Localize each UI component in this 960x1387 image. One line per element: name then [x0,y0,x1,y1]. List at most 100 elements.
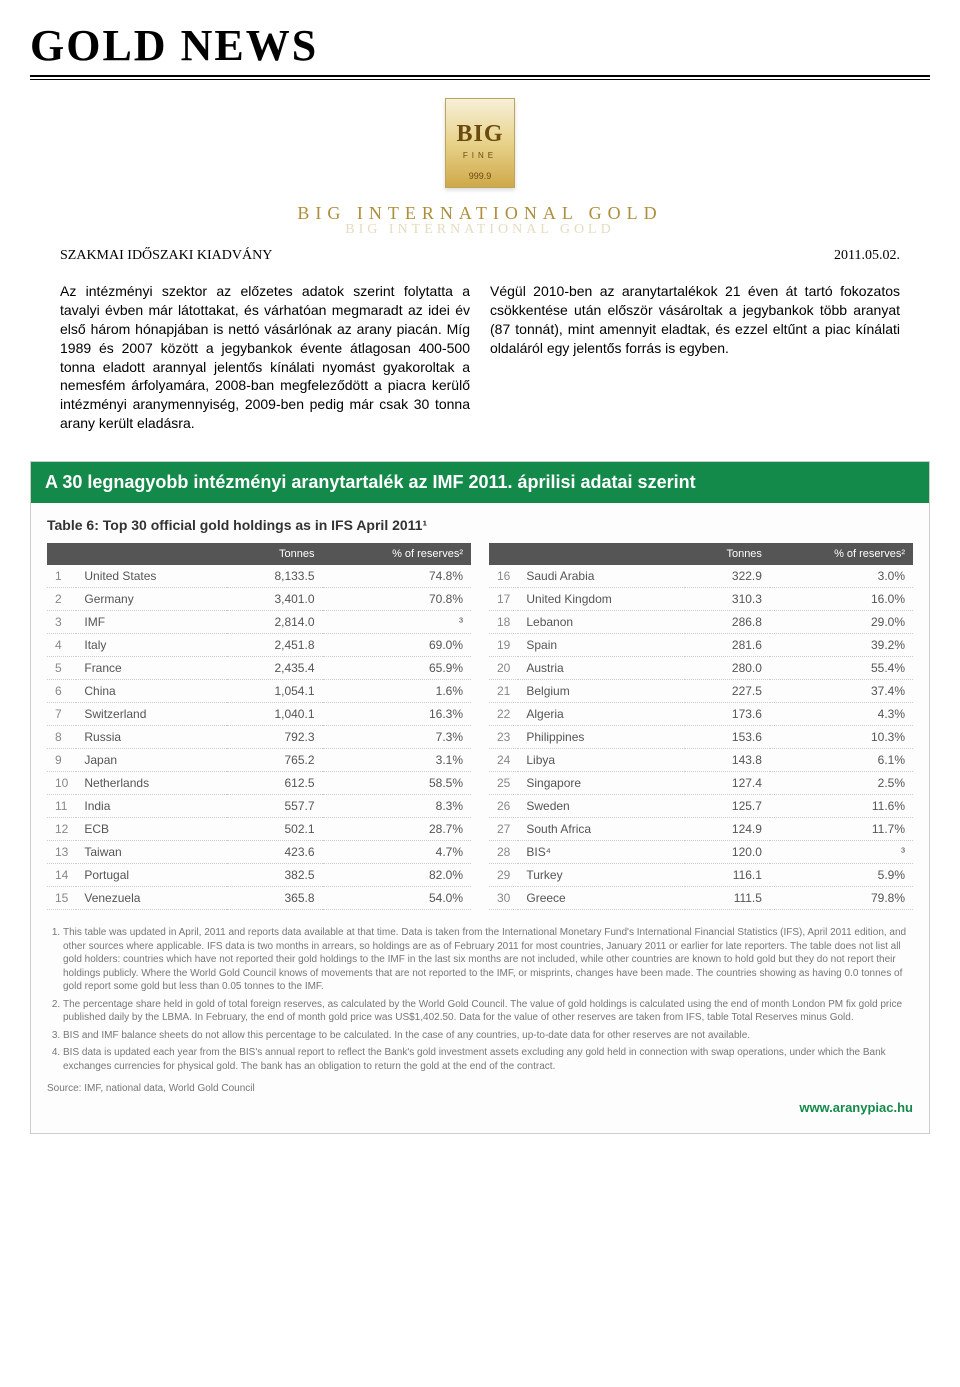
holdings-table-left: Tonnes% of reserves² 1United States8,133… [47,543,471,910]
masthead-rule-bottom [30,79,930,80]
table-cell: 70.8% [323,588,472,611]
table-cell: 423.6 [227,841,323,864]
table-cell: 4 [47,634,76,657]
table-cell: 16 [489,565,518,588]
table-cell: 21 [489,680,518,703]
article: Az intézményi szektor az előzetes adatok… [60,282,900,433]
table-cell: 365.8 [227,887,323,910]
source-line: Source: IMF, national data, World Gold C… [47,1083,913,1094]
table-header-cell: Tonnes [227,543,323,565]
table-cell: ECB [76,818,226,841]
table-cell: 153.6 [685,726,770,749]
table-row: 6China1,054.11.6% [47,680,471,703]
table-cell: 310.3 [685,588,770,611]
table-header-cell: % of reserves² [323,543,472,565]
table-cell: 5 [47,657,76,680]
edition-label: SZAKMAI IDŐSZAKI KIADVÁNY [60,248,272,264]
table-cell: 79.8% [770,887,913,910]
table-cell: Venezuela [76,887,226,910]
table-cell: 120.0 [685,841,770,864]
table-cell: 37.4% [770,680,913,703]
table-cell: 26 [489,795,518,818]
footnote-item: This table was updated in April, 2011 an… [63,926,913,994]
table-cell: France [76,657,226,680]
masthead: GOLD NEWS [30,20,930,71]
table-cell: Libya [518,749,685,772]
table-cell: 5.9% [770,864,913,887]
table-header-cell [518,543,685,565]
table-cell: 29 [489,864,518,887]
footnote-item: BIS and IMF balance sheets do not allow … [63,1029,913,1043]
table-cell: 13 [47,841,76,864]
table-cell: India [76,795,226,818]
table-row: 29Turkey116.15.9% [489,864,913,887]
table-cell: Italy [76,634,226,657]
table-cell: 281.6 [685,634,770,657]
table-row: 10Netherlands612.558.5% [47,772,471,795]
table-cell: 1,054.1 [227,680,323,703]
table-cell: 39.2% [770,634,913,657]
table-cell: 286.8 [685,611,770,634]
table-cell: Netherlands [76,772,226,795]
table-cell: 9 [47,749,76,772]
table-row: 11India557.78.3% [47,795,471,818]
table-cell: 4.3% [770,703,913,726]
table-cell: Austria [518,657,685,680]
table-cell: 280.0 [685,657,770,680]
table-cell: 25 [489,772,518,795]
table-cell: 27 [489,818,518,841]
table-row: 24Libya143.86.1% [489,749,913,772]
footnote-item: BIS data is updated each year from the B… [63,1046,913,1073]
company-name: BIG INTERNATIONAL GOLD [30,203,930,224]
table-cell: Sweden [518,795,685,818]
table-cell: 125.7 [685,795,770,818]
article-col-right: Végül 2010-ben az aranytartalékok 21 éve… [490,282,900,433]
table-cell: 14 [47,864,76,887]
table-cell: Germany [76,588,226,611]
table-row: 4Italy2,451.869.0% [47,634,471,657]
table-cell: 22 [489,703,518,726]
table-cell: 8 [47,726,76,749]
table-cell: 1,040.1 [227,703,323,726]
table-cell: 10 [47,772,76,795]
table-cell: 7 [47,703,76,726]
table-row: 14Portugal382.582.0% [47,864,471,887]
table-cell: IMF [76,611,226,634]
table-cell: 116.1 [685,864,770,887]
table-cell: South Africa [518,818,685,841]
table-row: 12ECB502.128.7% [47,818,471,841]
table-cell: 143.8 [685,749,770,772]
meta-row: SZAKMAI IDŐSZAKI KIADVÁNY 2011.05.02. [60,248,900,264]
table-cell: ³ [323,611,472,634]
table-cell: 74.8% [323,565,472,588]
table-row: 7Switzerland1,040.116.3% [47,703,471,726]
logo-main: BIG [446,121,514,148]
table-cell: 55.4% [770,657,913,680]
table-cell: 8.3% [323,795,472,818]
table-cell: 65.9% [323,657,472,680]
table-cell: 17 [489,588,518,611]
table-cell: 19 [489,634,518,657]
table-cell: 20 [489,657,518,680]
table-cell: Algeria [518,703,685,726]
table-cell: 58.5% [323,772,472,795]
table-row: 30Greece111.579.8% [489,887,913,910]
table-cell: Spain [518,634,685,657]
table-cell: 124.9 [685,818,770,841]
big-logo-icon: BIG FINE 999.9 [445,98,515,188]
table-subtitle: Table 6: Top 30 official gold holdings a… [47,517,913,533]
table-row: 16Saudi Arabia322.93.0% [489,565,913,588]
table-cell: Russia [76,726,226,749]
table-cell: 3 [47,611,76,634]
table-cell: 3.0% [770,565,913,588]
table-row: 23Philippines153.610.3% [489,726,913,749]
table-cell: 28.7% [323,818,472,841]
table-cell: 612.5 [227,772,323,795]
table-cell: 11 [47,795,76,818]
table-row: 8Russia792.37.3% [47,726,471,749]
table-cell: Belgium [518,680,685,703]
table-cell: 173.6 [685,703,770,726]
table-cell: Portugal [76,864,226,887]
table-cell: Greece [518,887,685,910]
table-cell: 30 [489,887,518,910]
